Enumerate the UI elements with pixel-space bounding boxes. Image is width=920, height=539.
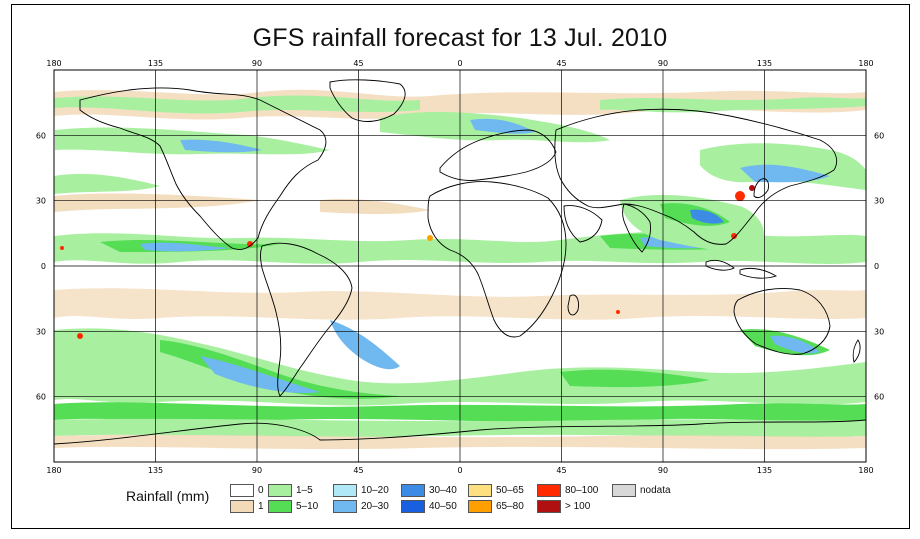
latitude-tick-label: 60 <box>874 131 884 140</box>
latitude-tick-label: 60 <box>36 131 46 140</box>
latitude-tick-label: 30 <box>874 327 884 336</box>
legend-label: 5–10 <box>296 501 319 512</box>
longitude-labels-bottom: 180 135 90 45 0 45 90 135 180 <box>46 466 873 475</box>
graticule <box>54 70 866 462</box>
legend-swatch <box>468 500 492 513</box>
longitude-tick-label: 180 <box>858 59 873 68</box>
longitude-tick-label: 90 <box>658 466 668 475</box>
latitude-tick-label: 60 <box>36 393 46 402</box>
legend-label: 40–50 <box>429 501 457 512</box>
legend-swatch <box>333 500 357 513</box>
longitude-tick-label: 90 <box>252 59 262 68</box>
latitude-labels-right: 60 30 0 30 60 <box>874 131 884 401</box>
longitude-tick-label: 45 <box>353 59 363 68</box>
latitude-tick-label: 60 <box>874 393 884 402</box>
latitude-tick-label: 30 <box>36 197 46 206</box>
legend-label: 20–30 <box>361 501 389 512</box>
longitude-tick-label: 0 <box>457 466 462 475</box>
legend-label: 0 <box>258 485 264 496</box>
legend-label: 50–65 <box>496 485 524 496</box>
legend-swatch <box>537 500 561 513</box>
longitude-tick-label: 135 <box>148 59 163 68</box>
legend-label: 1 <box>258 501 264 512</box>
page-title: GFS rainfall forecast for 13 Jul. 2010 <box>252 24 668 52</box>
legend-swatch <box>401 500 425 513</box>
legend-label: 30–40 <box>429 485 457 496</box>
legend-swatch <box>612 484 636 497</box>
map-border <box>53 69 867 463</box>
longitude-tick-label: 135 <box>757 466 772 475</box>
legend-label: 1–5 <box>296 485 313 496</box>
longitude-tick-label: 90 <box>252 466 262 475</box>
longitude-labels-top: 180 135 90 45 0 45 90 135 180 <box>46 59 873 68</box>
longitude-tick-label: 180 <box>46 466 61 475</box>
coastlines <box>54 79 866 445</box>
longitude-tick-label: 180 <box>46 59 61 68</box>
legend-swatch <box>268 484 292 497</box>
legend-swatch <box>230 500 254 513</box>
legend-label: 80–100 <box>565 485 599 496</box>
legend-title: Rainfall (mm) <box>126 488 210 504</box>
legend-swatch <box>230 484 254 497</box>
longitude-tick-label: 45 <box>556 59 566 68</box>
legend-label: nodata <box>640 485 671 496</box>
legend-label: > 100 <box>565 501 591 512</box>
latitude-tick-label: 30 <box>36 327 46 336</box>
longitude-tick-label: 45 <box>353 466 363 475</box>
longitude-tick-label: 0 <box>457 59 462 68</box>
latitude-tick-label: 0 <box>874 262 879 271</box>
legend-swatch <box>268 500 292 513</box>
legend-swatch <box>401 484 425 497</box>
legend-label: 65–80 <box>496 501 524 512</box>
longitude-tick-label: 135 <box>757 59 772 68</box>
longitude-tick-label: 135 <box>148 466 163 475</box>
latitude-tick-label: 30 <box>874 197 884 206</box>
latitude-tick-label: 0 <box>41 262 46 271</box>
latitude-labels-left: 60 30 0 30 60 <box>36 131 46 401</box>
map-area <box>54 70 866 462</box>
longitude-tick-label: 45 <box>556 466 566 475</box>
legend-swatch <box>468 484 492 497</box>
longitude-tick-label: 90 <box>658 59 668 68</box>
legend-swatch <box>333 484 357 497</box>
figure-frame <box>11 4 910 529</box>
legend-label: 10–20 <box>361 485 389 496</box>
legend-swatch <box>537 484 561 497</box>
longitude-tick-label: 180 <box>858 466 873 475</box>
